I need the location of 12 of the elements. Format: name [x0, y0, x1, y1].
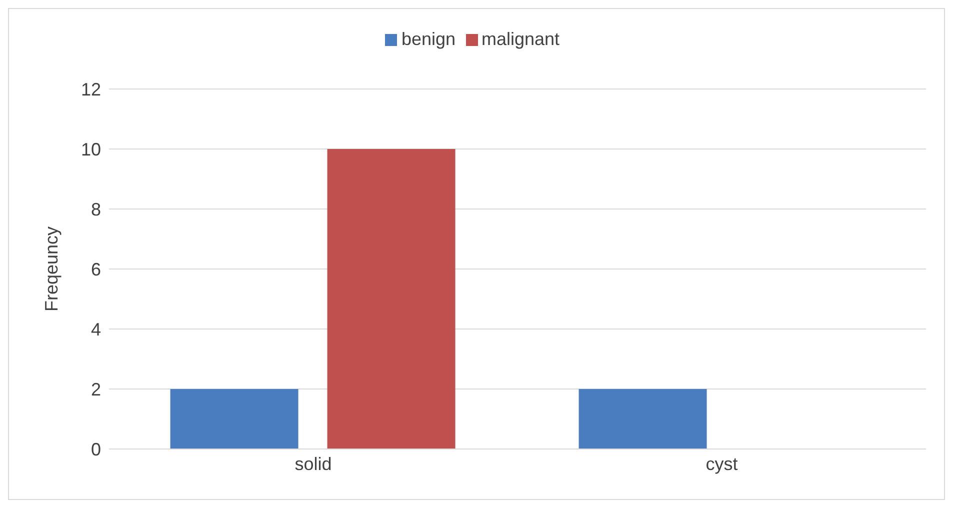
y-tick-label: 6: [90, 259, 101, 280]
x-tick-label: cyst: [706, 454, 738, 474]
legend-label: benign: [401, 29, 456, 49]
legend-label: malignant: [482, 29, 560, 49]
x-tick-label: solid: [294, 454, 332, 474]
y-tick-label: 8: [90, 199, 101, 220]
y-tick-label: 2: [90, 379, 101, 400]
y-tick-label: 0: [90, 439, 101, 460]
y-tick-label: 4: [90, 319, 101, 340]
y-tick-label: 12: [80, 79, 101, 100]
y-axis-title: Freqeuncy: [41, 226, 62, 312]
y-tick-label: 10: [80, 139, 101, 160]
